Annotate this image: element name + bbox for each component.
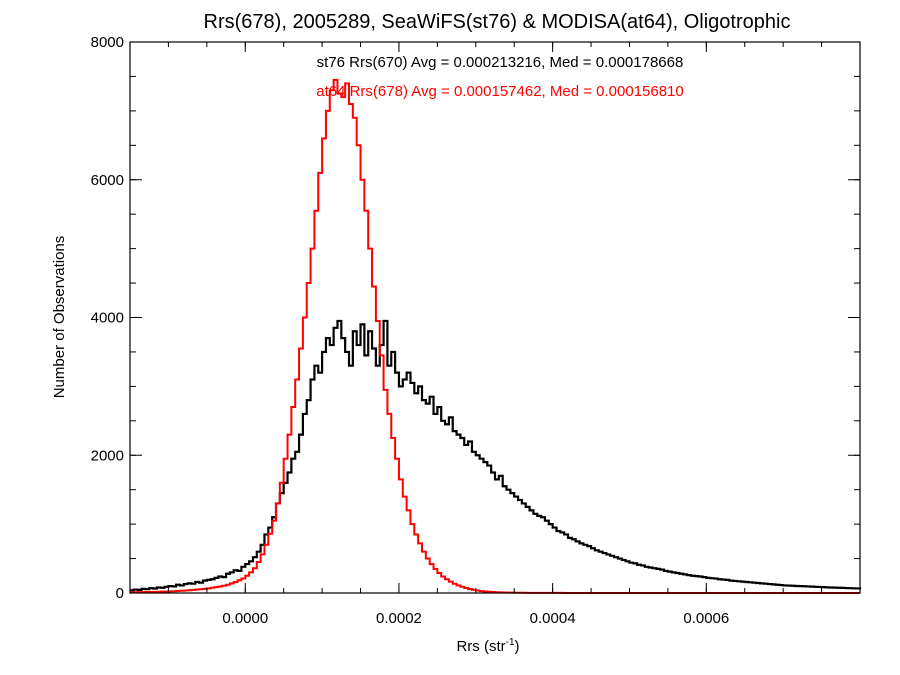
x-axis-label-close: ) [515, 638, 520, 655]
y-tick-label: 4000 [91, 310, 124, 327]
y-tick-label: 0 [116, 585, 124, 602]
x-axis-label-sup: -1 [506, 637, 515, 648]
x-axis-label: Rrs (str-1) [456, 637, 519, 655]
histogram-series-at64 [130, 78, 860, 594]
x-tick-label: 0.0000 [222, 610, 268, 627]
axis-ticks: 0.0000 0.0002 0.0004 0.0006 0 2000 4000 6000 800… [91, 34, 861, 627]
plot-frame [129, 41, 861, 594]
chart-title: Rrs(678), 2005289, SeaWiFS(st76) & MODIS… [204, 11, 791, 33]
series-layer [130, 78, 862, 594]
annotation-at64: at64 Rrs(678) Avg = 0.000157462, Med = 0… [316, 83, 684, 100]
x-tick-label: 0.0006 [683, 610, 729, 627]
x-tick-label: 0.0004 [530, 610, 576, 627]
y-axis-label: Number of Observations [51, 236, 68, 399]
y-tick-label: 8000 [91, 34, 124, 51]
x-axis-label-base: Rrs (str [456, 638, 505, 655]
annotation-st76: st76 Rrs(670) Avg = 0.000213216, Med = 0… [317, 54, 684, 71]
y-tick-label: 6000 [91, 172, 124, 189]
histogram-series-st76 [130, 319, 862, 592]
x-tick-label: 0.0002 [376, 610, 422, 627]
y-tick-label: 2000 [91, 447, 124, 464]
